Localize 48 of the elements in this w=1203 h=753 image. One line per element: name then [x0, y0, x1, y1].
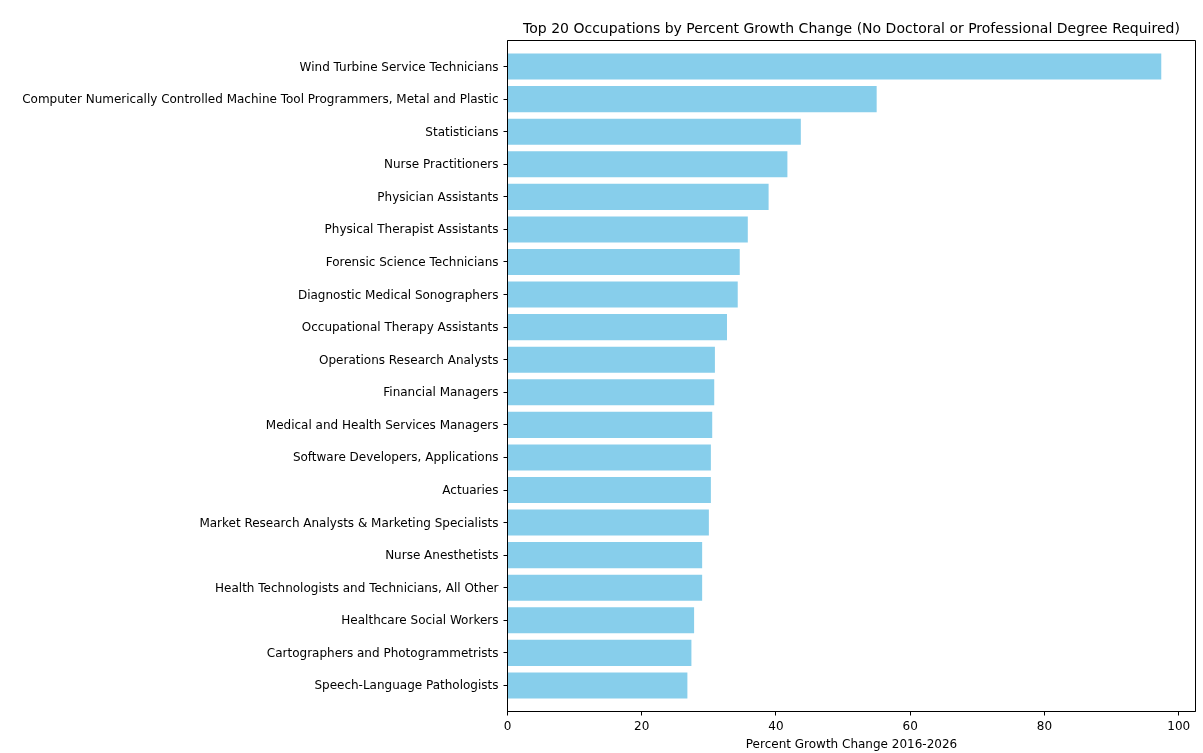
x-tick-label: 0	[503, 718, 512, 733]
y-tick-label: Forensic Science Technicians	[325, 255, 499, 269]
bar	[507, 86, 877, 113]
bar	[507, 607, 695, 634]
x-axis-title: Percent Growth Change 2016-2026	[745, 736, 958, 751]
y-tick-label: Wind Turbine Service Technicians	[299, 59, 499, 74]
y-tick-label: Speech-Language Pathologists	[314, 678, 499, 693]
bar	[507, 216, 748, 243]
y-tick-label: Operations Research Analysts	[319, 352, 499, 367]
bar	[507, 281, 738, 308]
bar	[507, 444, 711, 471]
bar	[507, 314, 727, 341]
chart-title: Top 20 Occupations by Percent Growth Change (No Doctoral or Professional Degree Required)	[522, 19, 1180, 36]
bar	[507, 542, 703, 569]
bar	[507, 379, 715, 406]
y-tick-label: Physical Therapist Assistants	[324, 222, 499, 237]
bar	[507, 248, 740, 276]
bar	[507, 411, 713, 438]
x-tick-label: 20	[634, 718, 650, 733]
y-tick-label: Healthcare Social Workers	[341, 613, 499, 628]
bar	[507, 151, 788, 178]
bar	[507, 346, 715, 373]
y-tick-label: Cartographers and Photogrammetrists	[266, 645, 499, 660]
y-tick-label: Statisticians	[425, 124, 499, 139]
bar	[507, 639, 692, 666]
y-tick-label: Nurse Practitioners	[384, 157, 499, 172]
bar	[507, 476, 711, 504]
bar	[507, 672, 688, 699]
bar	[507, 183, 769, 210]
y-tick-label: Computer Numerically Controlled Machine Tool Programmers, Metal and Plastic	[22, 92, 499, 107]
x-tick-label: 80	[1036, 718, 1053, 733]
y-tick-label: Diagnostic Medical Sonographers	[297, 287, 499, 302]
x-tick-label: 40	[768, 718, 784, 733]
bar	[507, 509, 709, 536]
bar	[507, 574, 703, 601]
x-tick-label: 60	[902, 718, 918, 733]
y-tick-label: Occupational Therapy Assistants	[301, 320, 499, 335]
bar	[507, 118, 801, 145]
y-tick-label: Medical and Health Services Managers	[265, 417, 499, 432]
y-tick-label: Financial Managers	[383, 385, 499, 400]
y-tick-label: Actuaries	[442, 483, 499, 497]
x-tick-label: 100	[1167, 718, 1191, 733]
y-tick-label: Software Developers, Applications	[292, 450, 499, 465]
y-tick-label: Health Technologists and Technicians, All Other	[215, 580, 499, 595]
bar	[507, 53, 1162, 80]
y-tick-label: Physician Assistants	[377, 189, 499, 204]
y-tick-label: Nurse Anesthetists	[385, 548, 499, 563]
y-tick-label: Market Research Analysts & Marketing Specialists	[199, 515, 499, 530]
